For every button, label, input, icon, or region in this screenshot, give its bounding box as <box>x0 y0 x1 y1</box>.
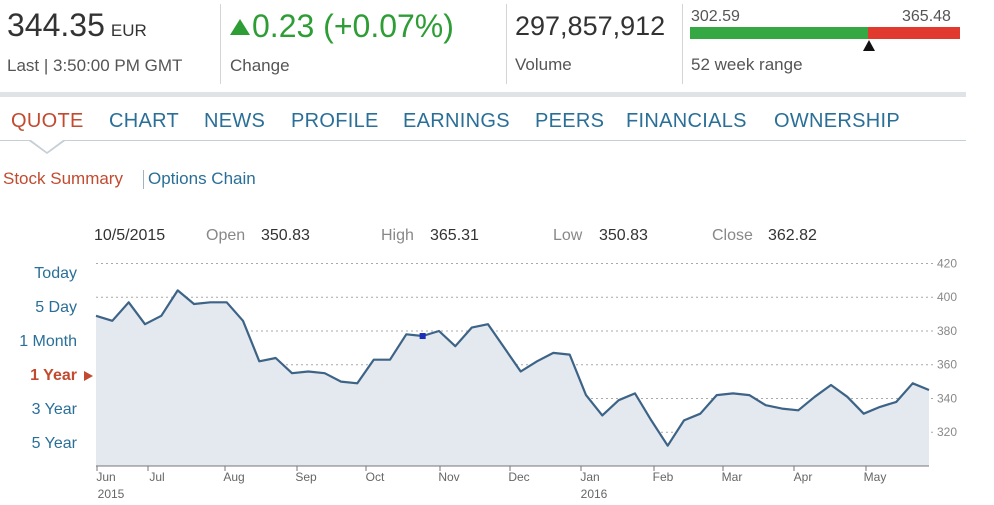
x-tick-label: Jul <box>149 470 164 484</box>
header-separator <box>0 92 966 97</box>
volume-label: Volume <box>515 55 572 74</box>
selected-period-arrow-icon <box>84 371 93 381</box>
range-marker-icon <box>863 40 875 51</box>
y-tick-label: 320 <box>937 425 957 439</box>
last-price-block: 344.35 EUR Last | 3:50:00 PM GMT <box>7 0 212 84</box>
tab-financials[interactable]: FINANCIALS <box>626 110 747 132</box>
tab-chart[interactable]: CHART <box>109 110 180 132</box>
price-area-fill <box>96 290 929 466</box>
tab-underline <box>0 140 966 141</box>
period-1-year[interactable]: 1 Year <box>30 367 77 384</box>
chart-axes: 320 340 360 380 400 420 Jun Jul Aug Sep Oct Nov Dec J… <box>96 256 957 501</box>
divider <box>506 4 507 84</box>
hover-point-marker <box>419 333 426 340</box>
period-today[interactable]: Today <box>34 265 77 282</box>
range-bar-high-segment <box>868 27 960 39</box>
high-value: 365.31 <box>430 227 479 244</box>
close-label: Close <box>712 227 753 244</box>
close-value: 362.82 <box>768 227 817 244</box>
tab-earnings[interactable]: EARNINGS <box>403 110 510 132</box>
range-bar-low-segment <box>690 27 868 39</box>
week-range-bar <box>690 27 960 39</box>
tab-profile[interactable]: PROFILE <box>291 110 379 132</box>
x-tick-label: May <box>864 470 887 484</box>
y-tick-label: 400 <box>937 290 957 304</box>
range-high-value: 365.48 <box>902 8 951 25</box>
active-tab-pointer-fill <box>31 140 63 152</box>
divider <box>220 4 221 84</box>
period-5-day[interactable]: 5 Day <box>35 299 77 316</box>
change-value: 0.23 (+0.07%) <box>252 8 454 44</box>
x-tick-label: Feb <box>653 470 674 484</box>
low-label: Low <box>553 227 583 244</box>
x-tick-label: Aug <box>223 470 244 484</box>
ohlc-date: 10/5/2015 <box>94 227 166 244</box>
y-tick-label: 380 <box>937 324 957 338</box>
change-label: Change <box>230 56 290 75</box>
tab-quote[interactable]: QUOTE <box>11 110 84 132</box>
x-tick-label: Jan <box>580 470 599 484</box>
x-year-label: 2016 <box>581 487 608 501</box>
tab-ownership[interactable]: OWNERSHIP <box>774 110 901 132</box>
subtab-options-chain[interactable]: Options Chain <box>148 169 256 188</box>
period-1-month[interactable]: 1 Month <box>19 333 77 350</box>
chart-hover-marker <box>419 333 426 340</box>
x-tick-label: Sep <box>295 470 317 484</box>
x-tick-label: Oct <box>366 470 385 484</box>
x-tick-label: Nov <box>438 470 459 484</box>
period-3-year[interactable]: 3 Year <box>31 401 77 418</box>
price-line <box>95 289 930 447</box>
last-price: 344.35 <box>7 7 105 43</box>
period-5-year[interactable]: 5 Year <box>31 435 77 452</box>
x-tick-label: Apr <box>794 470 813 484</box>
divider <box>682 4 683 84</box>
x-year-label: 2015 <box>98 487 125 501</box>
open-label: Open <box>206 227 246 244</box>
y-tick-label: 360 <box>937 358 957 372</box>
volume-block: 297,857,912 Volume <box>515 0 675 84</box>
x-tick-label: Dec <box>508 470 529 484</box>
tab-news[interactable]: NEWS <box>204 110 266 132</box>
range-label: 52 week range <box>691 55 803 74</box>
range-low-value: 302.59 <box>691 8 740 25</box>
y-tick-label: 340 <box>937 391 957 405</box>
high-label: High <box>381 227 414 244</box>
open-value: 350.83 <box>261 227 310 244</box>
last-time-label: Last | 3:50:00 PM GMT <box>7 56 183 75</box>
change-block: 0.23 (+0.07%) Change <box>230 0 500 84</box>
up-arrow-icon <box>230 19 250 35</box>
x-tick-label: Mar <box>722 470 743 484</box>
low-value: 350.83 <box>599 227 648 244</box>
currency: EUR <box>110 21 147 40</box>
y-tick-label: 420 <box>937 256 957 270</box>
x-tick-label: Jun <box>96 470 115 484</box>
subtab-stock-summary[interactable]: Stock Summary <box>3 169 123 188</box>
tab-peers[interactable]: PEERS <box>535 110 605 132</box>
volume-value: 297,857,912 <box>515 11 666 41</box>
subtab-separator <box>143 170 144 189</box>
